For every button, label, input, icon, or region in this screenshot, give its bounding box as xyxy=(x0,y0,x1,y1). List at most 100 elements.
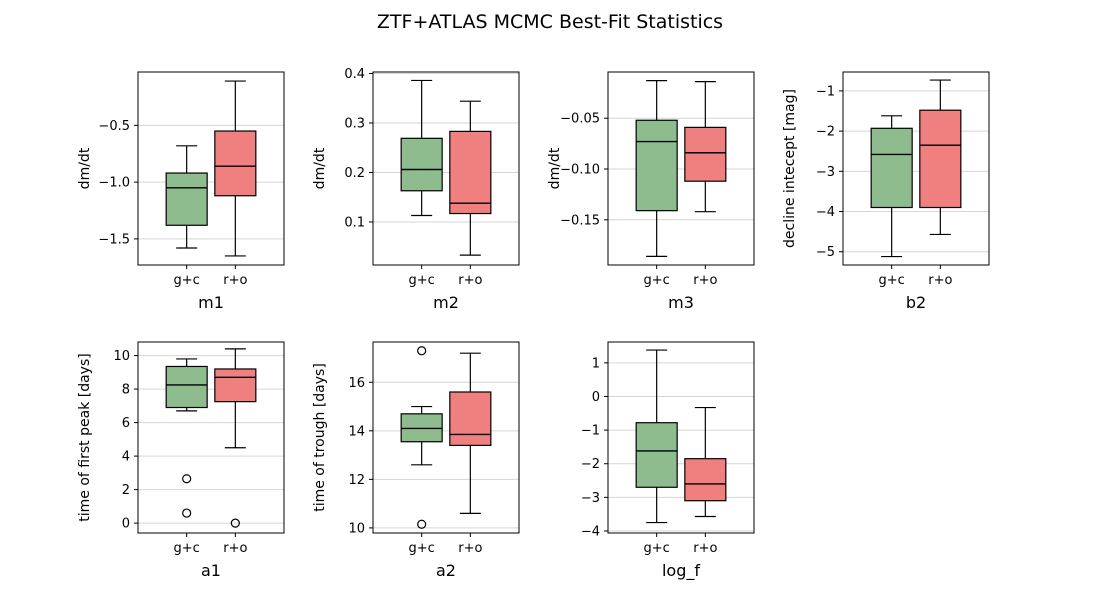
box-g+c xyxy=(870,115,913,258)
box-r+o xyxy=(919,79,962,236)
x-axis-label: m1 xyxy=(198,293,224,312)
subplot-m2: 0.1 0.2 0.3 0.4 g+c r+o m2 dm/dt xyxy=(312,67,520,312)
box-r+o xyxy=(214,348,257,528)
x-tick-label: g+c xyxy=(879,273,905,288)
y-tick-label: −0.05 xyxy=(560,112,600,127)
y-axis-label: time of first peak [days] xyxy=(77,353,93,521)
x-tick-label: g+c xyxy=(644,273,670,288)
x-axis-label: m3 xyxy=(668,293,694,312)
axes-frame xyxy=(137,341,285,534)
box-g+c xyxy=(400,346,443,529)
box-r+o xyxy=(684,81,727,213)
axes-frame xyxy=(842,71,990,266)
x-tick-label: r+o xyxy=(458,541,482,556)
y-tick-label: 1 xyxy=(592,356,600,371)
y-tick-label: 0 xyxy=(592,390,600,405)
y-axis-label: dm/dt xyxy=(547,147,563,189)
box-iqr xyxy=(684,126,727,182)
y-tick-label: −5 xyxy=(816,245,835,260)
y-tick-label: −3 xyxy=(816,165,835,180)
y-tick-label: −0.15 xyxy=(560,213,600,228)
box-iqr xyxy=(449,130,492,215)
outlier-point xyxy=(182,508,192,518)
x-tick-label: r+o xyxy=(693,541,717,556)
y-tick-label: −2 xyxy=(816,125,835,140)
y-tick-label: −4 xyxy=(816,205,835,220)
subplot-m1: −1.5 −1.0 −0.5 g+c r+o m1 dm/dt xyxy=(77,71,285,312)
y-axis-label: dm/dt xyxy=(312,147,328,189)
y-tick-label: 16 xyxy=(348,376,365,391)
box-iqr xyxy=(165,365,208,409)
x-tick-label: r+o xyxy=(223,273,247,288)
box-iqr xyxy=(635,119,678,212)
y-tick-label: −1 xyxy=(816,84,835,99)
x-axis-label: a2 xyxy=(436,561,456,580)
outlier-point xyxy=(182,474,192,484)
y-tick-label: 4 xyxy=(122,450,130,465)
y-tick-label: −1.5 xyxy=(98,232,130,247)
x-axis-label: log_f xyxy=(662,561,700,581)
x-axis-label: m2 xyxy=(433,293,459,312)
outlier-point xyxy=(230,518,240,528)
axes-frame xyxy=(137,71,285,266)
y-tick-label: −4 xyxy=(581,524,600,539)
y-tick-label: 0.3 xyxy=(344,116,365,131)
box-iqr xyxy=(214,130,257,197)
box-iqr xyxy=(919,109,962,209)
x-tick-label: g+c xyxy=(174,541,200,556)
y-axis-label: dm/dt xyxy=(77,147,93,189)
axes-frame xyxy=(607,71,755,266)
outlier-point xyxy=(417,346,427,356)
y-tick-label: −1 xyxy=(581,424,600,439)
box-iqr xyxy=(165,172,208,226)
box-r+o xyxy=(449,100,492,256)
subplot-log-f: −4 −3 −2 −1 0 1 g+c r+o log_f xyxy=(581,341,755,581)
box-iqr xyxy=(214,368,257,403)
box-iqr xyxy=(449,391,492,446)
box-iqr xyxy=(400,137,443,192)
box-r+o xyxy=(684,406,727,518)
y-tick-label: −2 xyxy=(581,457,600,472)
y-tick-label: 2 xyxy=(122,483,130,498)
x-tick-label: r+o xyxy=(928,273,952,288)
subplot-grid: −1.5 −1.0 −0.5 g+c r+o m1 dm/dt 0.1 0.2 0.3 0.4 g+c… xyxy=(77,67,990,581)
y-tick-label: −3 xyxy=(581,491,600,506)
axes-frame xyxy=(607,341,755,534)
box-iqr xyxy=(870,127,913,209)
box-g+c xyxy=(165,358,208,518)
outlier-point xyxy=(417,519,427,529)
figure-title: ZTF+ATLAS MCMC Best-Fit Statistics xyxy=(377,11,723,33)
y-tick-label: 0.1 xyxy=(344,215,365,230)
subplot-a1: 0 2 4 6 8 10 g+c r+oa1 time of first peak [days] xyxy=(77,341,285,580)
y-tick-label: 0 xyxy=(122,517,130,532)
x-tick-label: g+c xyxy=(174,273,200,288)
y-tick-label: 10 xyxy=(113,349,130,364)
box-g+c xyxy=(635,80,678,257)
x-axis-label: a1 xyxy=(201,561,221,580)
x-tick-label: g+c xyxy=(409,273,435,288)
y-tick-label: 0.2 xyxy=(344,166,365,181)
y-axis-label: time of trough [days] xyxy=(312,363,328,512)
y-tick-label: −1.0 xyxy=(98,176,130,191)
x-tick-label: r+o xyxy=(458,273,482,288)
box-g+c xyxy=(165,145,208,249)
axes-frame xyxy=(372,71,520,266)
x-axis-label: b2 xyxy=(906,293,926,312)
x-tick-label: g+c xyxy=(409,541,435,556)
y-tick-label: −0.5 xyxy=(98,119,130,134)
box-iqr xyxy=(684,458,727,502)
axes-frame xyxy=(372,341,520,534)
subplot-m3: −0.15 −0.10 −0.05 g+c r+o m3 dm/dt xyxy=(547,71,755,312)
y-tick-label: 12 xyxy=(348,473,365,488)
box-g+c xyxy=(635,349,678,524)
box-r+o xyxy=(449,352,492,514)
y-tick-label: 6 xyxy=(122,416,130,431)
box-r+o xyxy=(214,80,257,257)
y-tick-label: 14 xyxy=(348,424,365,439)
y-tick-label: 0.4 xyxy=(344,67,365,82)
subplot-b2: −5 −4 −3 −2 −1 g+c r+ob2 decline intecept [mag] xyxy=(782,71,990,312)
x-tick-label: r+o xyxy=(693,273,717,288)
subplot-a2: 10 12 14 16 g+c r+oa2 time of trough [days] xyxy=(312,341,520,580)
x-tick-label: g+c xyxy=(644,541,670,556)
